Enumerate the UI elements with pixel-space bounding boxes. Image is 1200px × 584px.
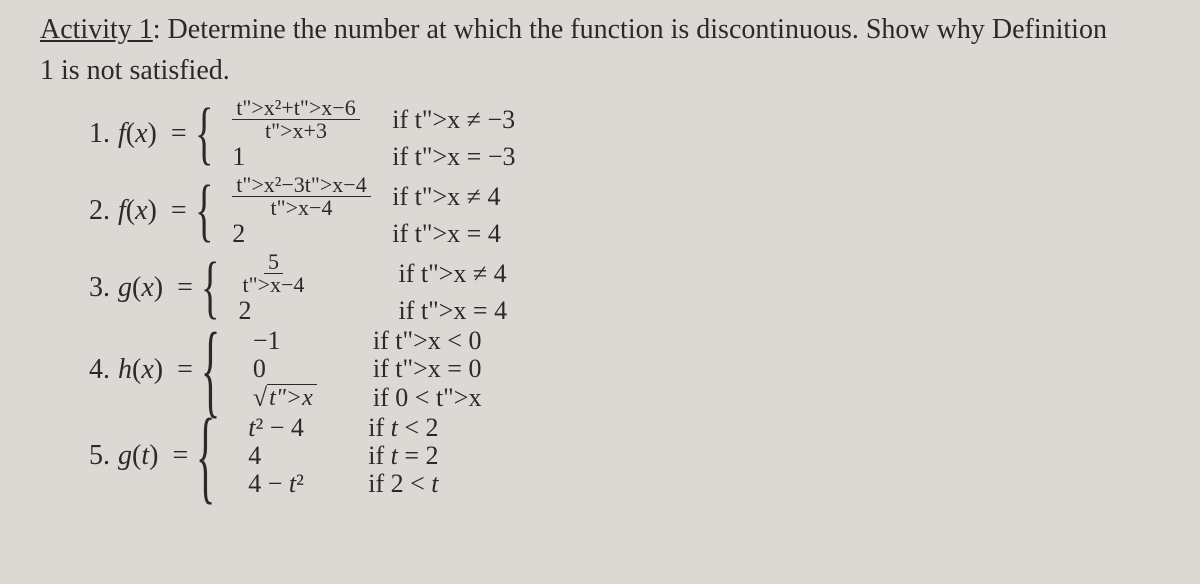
case: 5t">x−4if t">x ≠ 4 <box>239 250 508 297</box>
case: t">x²−3t">x−4t">x−4if t">x ≠ 4 <box>232 173 501 220</box>
case-expression: 1 <box>232 144 372 170</box>
brace-icon: { <box>195 173 216 248</box>
cases: t">x²+t">x−6t">x+3if t">x ≠ −31if t">x =… <box>232 96 515 171</box>
function-lhs: f(x) <box>118 118 163 150</box>
function-lhs: g(t) <box>118 440 164 472</box>
problems-list: 1.f(x)={t">x²+t">x−6t">x+3if t">x ≠ −31i… <box>40 96 1160 498</box>
equals-sign: = <box>164 440 196 472</box>
case: 1if t">x = −3 <box>232 143 515 171</box>
cases: 5t">x−4if t">x ≠ 42if t">x = 4 <box>239 250 508 325</box>
equals-sign: = <box>169 354 201 386</box>
case-expression: t">x²+t">x−6t">x+3 <box>232 97 372 142</box>
problem-row: 5.g(t)={t² − 4if t < 24if t = 24 − t²if … <box>70 414 1160 498</box>
case: 0if t">x = 0 <box>253 355 482 383</box>
function-lhs: h(x) <box>118 354 169 386</box>
problem-number: 3. <box>70 272 118 304</box>
case-condition: if t">x ≠ 4 <box>372 184 500 210</box>
problem-row: 3.g(x)={5t">x−4if t">x ≠ 42if t">x = 4 <box>70 250 1160 325</box>
case-condition: if 0 < t">x <box>353 385 482 411</box>
case-expression: 4 <box>248 443 348 469</box>
problem-number: 5. <box>70 440 118 472</box>
equals-sign: = <box>163 118 195 150</box>
case-expression: 4 − t² <box>248 471 348 497</box>
brace-icon: { <box>195 96 216 171</box>
case-condition: if t">x = 4 <box>379 298 508 324</box>
case-condition: if 2 < t <box>348 471 438 497</box>
case-expression: 0 <box>253 356 353 382</box>
case-condition: if t">x = 0 <box>353 356 482 382</box>
case-expression: t² − 4 <box>248 415 348 441</box>
case-condition: if t">x = −3 <box>372 144 515 170</box>
case-expression: −1 <box>253 328 353 354</box>
case-expression: 2 <box>239 298 379 324</box>
cases: −1if t">x < 00if t">x = 0√t">xif 0 < t">… <box>253 327 482 412</box>
problem-row: 4.h(x)={−1if t">x < 00if t">x = 0√t">xif… <box>70 327 1160 412</box>
equals-sign: = <box>169 272 201 304</box>
brace-icon: { <box>196 412 217 500</box>
page: Activity 1: Determine the number at whic… <box>0 0 1200 498</box>
case-expression: 5t">x−4 <box>239 251 379 296</box>
case-expression: t">x²−3t">x−4t">x−4 <box>232 174 372 219</box>
case: 2if t">x = 4 <box>239 297 508 325</box>
case: t">x²+t">x−6t">x+3if t">x ≠ −3 <box>232 96 515 143</box>
equals-sign: = <box>163 195 195 227</box>
case-condition: if t">x < 0 <box>353 328 482 354</box>
activity-title: Activity 1: Determine the number at whic… <box>40 12 1160 47</box>
cases: t² − 4if t < 24if t = 24 − t²if 2 < t <box>248 414 438 498</box>
activity-title-line2: 1 is not satisfied. <box>40 53 1160 88</box>
case-condition: if t = 2 <box>348 443 438 469</box>
case-expression: √t">x <box>253 384 353 411</box>
case: √t">xif 0 < t">x <box>253 383 482 412</box>
case-expression: 2 <box>232 221 372 247</box>
case-condition: if t < 2 <box>348 415 438 441</box>
case-condition: if t">x ≠ −3 <box>372 107 515 133</box>
case-condition: if t">x ≠ 4 <box>379 261 507 287</box>
function-lhs: f(x) <box>118 195 163 227</box>
cases: t">x²−3t">x−4t">x−4if t">x ≠ 42if t">x =… <box>232 173 501 248</box>
case: 2if t">x = 4 <box>232 220 501 248</box>
title-text-1: : Determine the number at which the func… <box>153 14 1107 45</box>
activity-label: Activity 1 <box>40 14 153 45</box>
problem-row: 1.f(x)={t">x²+t">x−6t">x+3if t">x ≠ −31i… <box>70 96 1160 171</box>
case: 4 − t²if 2 < t <box>248 470 438 498</box>
case-condition: if t">x = 4 <box>372 221 501 247</box>
problem-number: 2. <box>70 195 118 227</box>
problem-number: 1. <box>70 118 118 150</box>
problem-row: 2.f(x)={t">x²−3t">x−4t">x−4if t">x ≠ 42i… <box>70 173 1160 248</box>
function-lhs: g(x) <box>118 272 169 304</box>
problem-number: 4. <box>70 354 118 386</box>
case: t² − 4if t < 2 <box>248 414 438 442</box>
case: 4if t = 2 <box>248 442 438 470</box>
case: −1if t">x < 0 <box>253 327 482 355</box>
